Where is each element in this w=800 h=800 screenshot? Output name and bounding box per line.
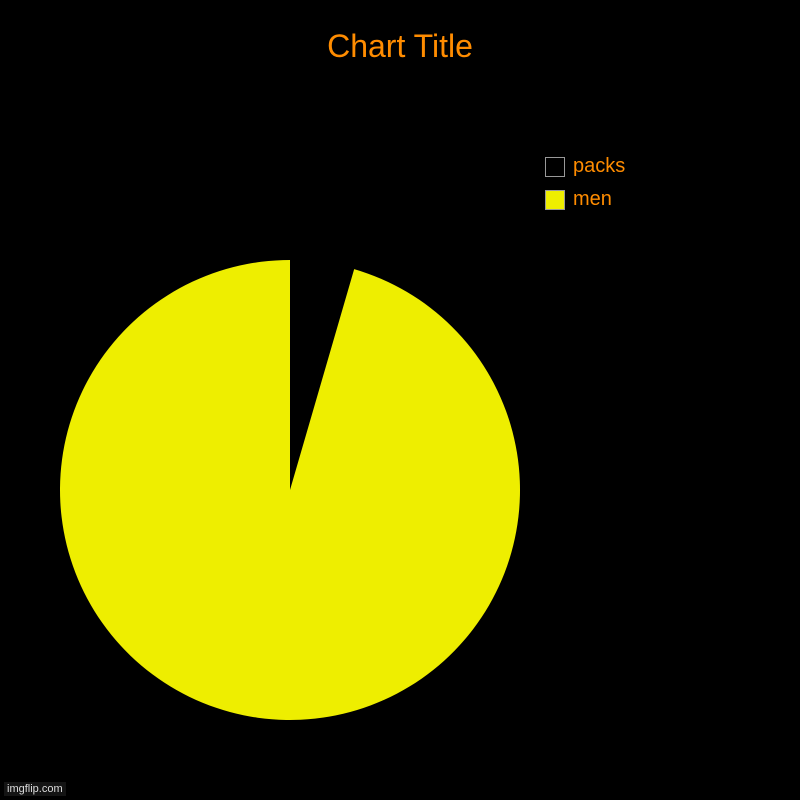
legend-item: men xyxy=(545,188,625,211)
legend-swatch-men xyxy=(545,190,565,210)
legend-swatch-packs xyxy=(545,157,565,177)
legend-item: packs xyxy=(545,155,625,178)
watermark: imgflip.com xyxy=(4,782,66,796)
pie-chart xyxy=(60,260,520,720)
chart-title: Chart Title xyxy=(327,28,473,65)
pie-slice xyxy=(60,260,520,720)
legend-label: packs xyxy=(573,155,625,178)
legend: packs men xyxy=(545,155,625,221)
pie-svg xyxy=(60,260,520,720)
legend-label: men xyxy=(573,188,612,211)
